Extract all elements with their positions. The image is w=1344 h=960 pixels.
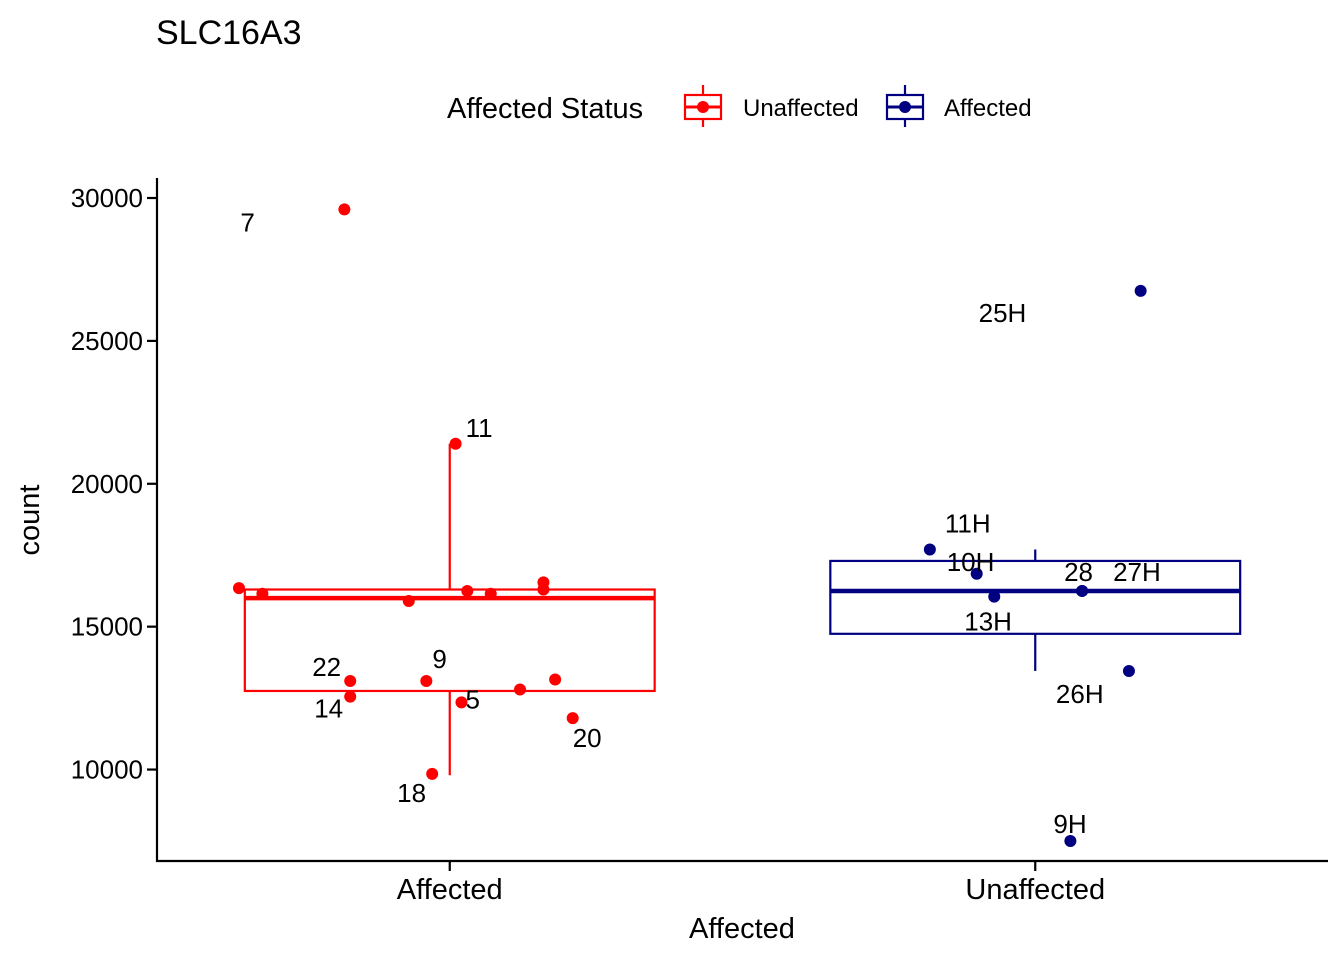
data-point: [484, 587, 497, 600]
data-point: [514, 683, 527, 696]
x-axis-ticks: Affected Unaffected: [397, 861, 1105, 906]
y-tick-label: 10000: [71, 755, 143, 785]
point-label: 18: [397, 778, 426, 808]
x-tick-label: Affected: [397, 874, 503, 906]
y-tick-label: 20000: [71, 469, 143, 499]
point-label: 13H: [964, 607, 1012, 637]
box-iqr: [829, 559, 1242, 635]
point-label: 28: [1064, 557, 1093, 587]
data-point: [256, 587, 269, 600]
points-affected: [232, 203, 579, 780]
x-tick-label: Unaffected: [965, 874, 1105, 906]
point-label: 26H: [1056, 679, 1104, 709]
legend: Affected Status Unaffected Affected: [447, 85, 1032, 127]
legend-key-unaffected: [683, 85, 723, 127]
legend-label-affected: Affected: [944, 95, 1032, 122]
y-tick-label: 15000: [71, 612, 143, 642]
y-axis-ticks: 10000 15000 20000 25000 30000: [71, 183, 157, 785]
point-label: 10H: [947, 547, 995, 577]
point-label: 9: [432, 644, 446, 674]
box-iqr: [243, 588, 656, 693]
point-label: 20: [573, 723, 602, 753]
point-label: 7: [240, 207, 254, 237]
data-point: [537, 583, 550, 596]
data-point: [420, 674, 433, 687]
data-point: [344, 674, 357, 687]
boxplot-unaffected: [829, 549, 1242, 671]
point-label: 11: [466, 413, 493, 443]
point-label: 11H: [945, 509, 991, 539]
axes: [155, 178, 1328, 863]
data-point: [1076, 584, 1089, 597]
data-point: [402, 594, 415, 607]
data-point: [970, 567, 983, 580]
data-point: [232, 582, 245, 595]
data-point: [461, 584, 474, 597]
data-point: [1064, 834, 1077, 847]
y-tick-label: 30000: [71, 183, 143, 213]
chart-title: SLC16A3: [156, 14, 302, 52]
data-point: [988, 590, 1001, 603]
data-point: [923, 543, 936, 556]
legend-title: Affected Status: [447, 93, 643, 125]
data-point: [338, 203, 351, 216]
x-axis-title: Affected: [689, 913, 795, 945]
data-point: [1134, 284, 1147, 297]
data-point: [549, 673, 562, 686]
y-axis-title: count: [14, 485, 46, 556]
data-point: [455, 696, 468, 709]
data-point: [344, 690, 357, 703]
legend-key-affected: [885, 85, 925, 127]
data-point: [426, 767, 439, 780]
point-label: 25H: [979, 298, 1027, 328]
boxplot-affected: [243, 443, 656, 776]
point-label: 27H: [1113, 557, 1161, 587]
plot-area: 7 11 9 22 5 14 20 18 25H 11H 10H 13H 28 27H 26H 9H: [232, 203, 1242, 847]
point-label: 5: [465, 684, 479, 714]
y-tick-label: 25000: [71, 326, 143, 356]
point-label: 9H: [1053, 809, 1086, 839]
data-point: [449, 437, 462, 450]
data-point: [566, 712, 579, 725]
data-point: [1122, 664, 1135, 677]
point-label: 14: [314, 694, 343, 724]
legend-label-unaffected: Unaffected: [743, 95, 859, 122]
points-unaffected: [923, 284, 1147, 847]
point-label: 22: [312, 652, 341, 682]
